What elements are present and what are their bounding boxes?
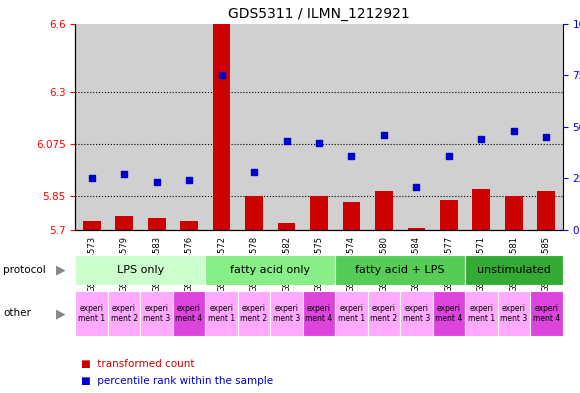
Text: experi
ment 2: experi ment 2 xyxy=(111,304,137,323)
Text: unstimulated: unstimulated xyxy=(477,265,551,275)
Point xyxy=(249,169,259,175)
Bar xyxy=(213,24,230,230)
Bar xyxy=(375,191,393,230)
Text: ▶: ▶ xyxy=(56,264,66,277)
Point xyxy=(184,177,194,184)
Text: experi
ment 1: experi ment 1 xyxy=(468,304,495,323)
Text: experi
ment 3: experi ment 3 xyxy=(403,304,430,323)
Bar xyxy=(400,24,433,230)
Bar xyxy=(173,24,205,230)
Bar xyxy=(335,291,368,336)
Text: fatty acid only: fatty acid only xyxy=(230,265,310,275)
Bar xyxy=(180,221,198,230)
Text: ■  percentile rank within the sample: ■ percentile rank within the sample xyxy=(81,376,273,386)
Bar xyxy=(303,24,335,230)
Point xyxy=(509,128,519,134)
Point xyxy=(119,171,129,177)
Bar xyxy=(440,200,458,230)
Bar xyxy=(140,291,173,336)
Bar xyxy=(498,291,530,336)
Bar xyxy=(83,221,100,230)
Text: experi
ment 4: experi ment 4 xyxy=(306,304,332,323)
Bar xyxy=(473,189,490,230)
Bar xyxy=(115,216,133,230)
Point xyxy=(314,140,324,146)
Text: experi
ment 1: experi ment 1 xyxy=(78,304,105,323)
Bar xyxy=(278,223,295,230)
Text: experi
ment 4: experi ment 4 xyxy=(436,304,462,323)
Point xyxy=(477,136,486,142)
Title: GDS5311 / ILMN_1212921: GDS5311 / ILMN_1212921 xyxy=(228,7,410,21)
Text: ■  transformed count: ■ transformed count xyxy=(81,358,195,369)
Bar xyxy=(173,291,205,336)
Bar xyxy=(530,24,563,230)
Text: experi
ment 3: experi ment 3 xyxy=(143,304,170,323)
Text: fatty acid + LPS: fatty acid + LPS xyxy=(356,265,445,275)
Bar xyxy=(108,291,140,336)
Bar xyxy=(433,291,465,336)
Text: experi
ment 3: experi ment 3 xyxy=(273,304,300,323)
Bar xyxy=(530,291,563,336)
Point xyxy=(347,152,356,159)
Bar xyxy=(75,291,108,336)
Bar xyxy=(238,24,270,230)
Point xyxy=(412,184,421,190)
Point xyxy=(87,175,96,182)
Text: ▶: ▶ xyxy=(56,307,66,320)
Bar xyxy=(205,24,238,230)
Bar xyxy=(343,202,360,230)
Point xyxy=(542,134,551,140)
Text: experi
ment 2: experi ment 2 xyxy=(241,304,267,323)
Point xyxy=(282,138,291,144)
Bar xyxy=(148,219,165,230)
Bar xyxy=(75,24,108,230)
Bar xyxy=(465,24,498,230)
Bar xyxy=(335,24,368,230)
Text: experi
ment 4: experi ment 4 xyxy=(176,304,202,323)
Text: experi
ment 3: experi ment 3 xyxy=(501,304,527,323)
Bar xyxy=(140,24,173,230)
Bar xyxy=(108,24,140,230)
Bar xyxy=(368,291,400,336)
Text: LPS only: LPS only xyxy=(117,265,164,275)
Bar xyxy=(408,228,425,230)
Text: experi
ment 1: experi ment 1 xyxy=(338,304,365,323)
Bar xyxy=(205,255,335,285)
Bar xyxy=(205,291,238,336)
Bar xyxy=(303,291,335,336)
Bar xyxy=(465,291,498,336)
Bar xyxy=(505,195,523,230)
Text: experi
ment 4: experi ment 4 xyxy=(533,304,560,323)
Bar xyxy=(433,24,465,230)
Bar xyxy=(270,291,303,336)
Bar xyxy=(238,291,270,336)
Text: protocol: protocol xyxy=(3,265,46,275)
Bar xyxy=(310,195,328,230)
Bar xyxy=(75,255,205,285)
Bar xyxy=(400,291,433,336)
Bar xyxy=(368,24,400,230)
Text: other: other xyxy=(3,309,31,318)
Bar xyxy=(538,191,555,230)
Point xyxy=(152,179,161,185)
Text: experi
ment 2: experi ment 2 xyxy=(371,304,397,323)
Bar xyxy=(245,195,263,230)
Bar xyxy=(270,24,303,230)
Bar xyxy=(498,24,530,230)
Bar xyxy=(335,255,465,285)
Point xyxy=(217,72,226,78)
Text: experi
ment 1: experi ment 1 xyxy=(208,304,235,323)
Point xyxy=(379,132,389,138)
Bar xyxy=(465,255,563,285)
Point xyxy=(444,152,454,159)
